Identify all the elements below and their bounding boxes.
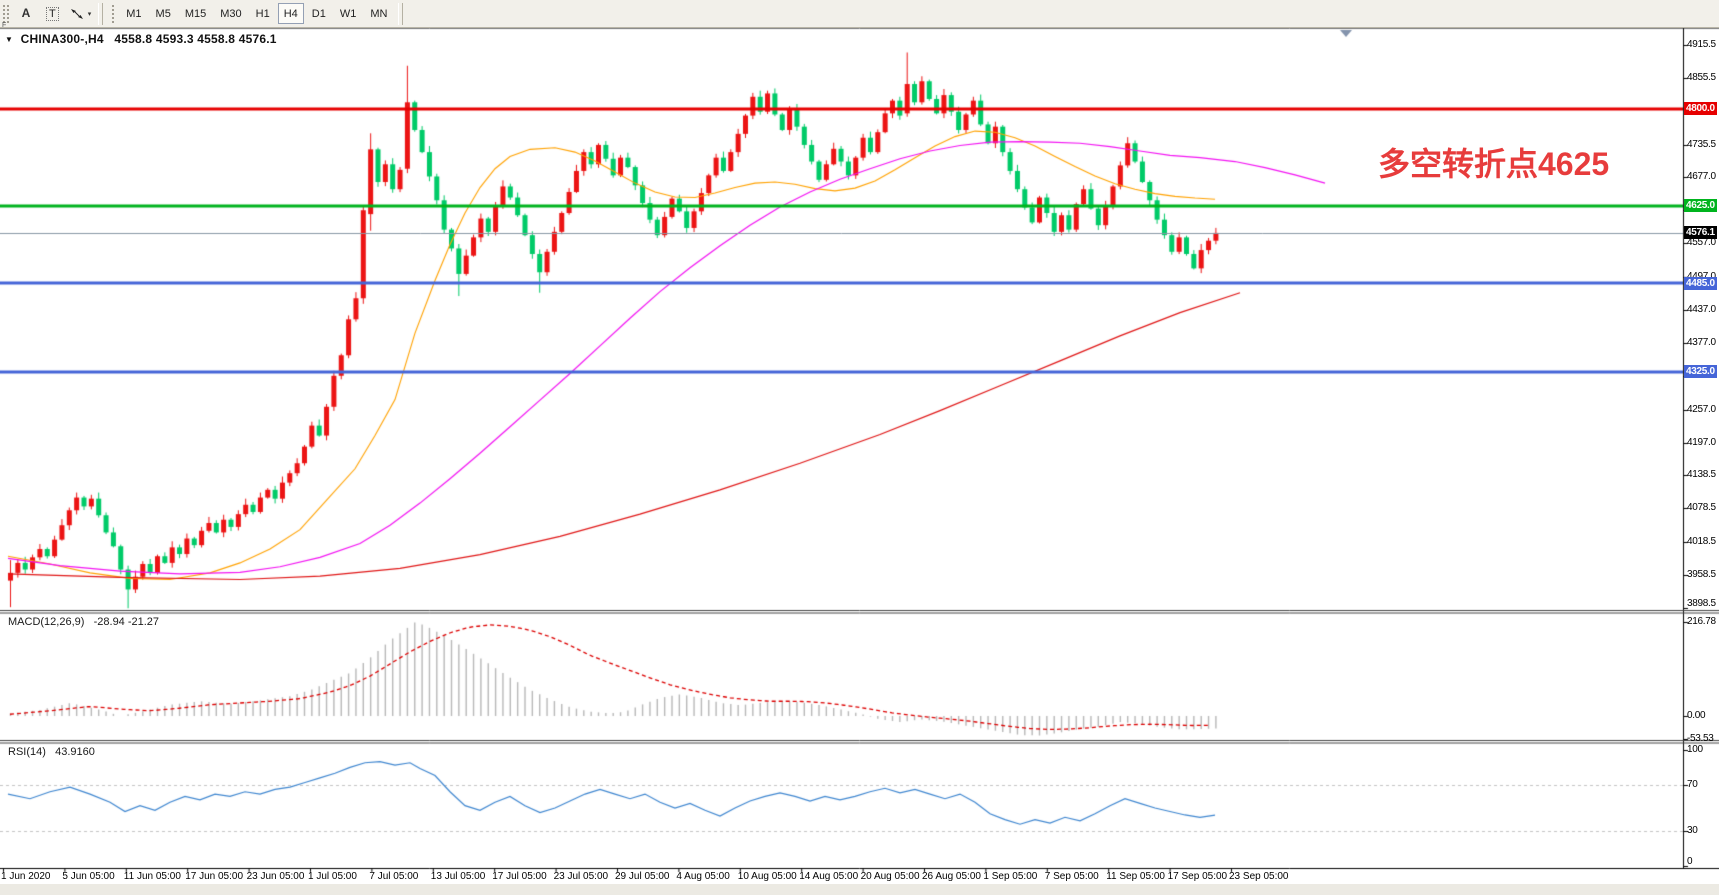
timeframe-button-mn[interactable]: MN [364,3,393,24]
timeframe-button-m15[interactable]: M15 [179,3,212,24]
arrow-tools-caret-icon[interactable]: ▾ [87,10,92,18]
timeframe-button-m5[interactable]: M5 [150,3,177,24]
text-label-tool[interactable]: T [40,4,65,25]
timeframe-button-w1[interactable]: W1 [334,3,363,24]
timeframe-button-h1[interactable]: H1 [250,3,276,24]
arrow-tools-button[interactable]: ▾ [69,7,92,21]
timeframe-button-d1[interactable]: D1 [306,3,332,24]
toolbar-grip-label: F [2,21,7,29]
toolbar-separator [98,2,104,25]
toolbar-separator [398,2,404,25]
toolbar-grip-icon[interactable] [111,3,116,24]
timeframe-button-m30[interactable]: M30 [214,3,247,24]
timeframe-button-h4[interactable]: H4 [277,3,304,24]
window-bottom-edge [0,884,1719,895]
text-annotation-tool[interactable]: A [14,3,38,24]
arrows-icon [70,8,83,19]
timeframe-button-m1[interactable]: M1 [120,3,147,24]
toolbar-grip-icon[interactable] [2,3,10,24]
timeframe-buttons-group: M1 M5 M15 M30 H1 H4 D1 W1 MN [119,3,394,24]
